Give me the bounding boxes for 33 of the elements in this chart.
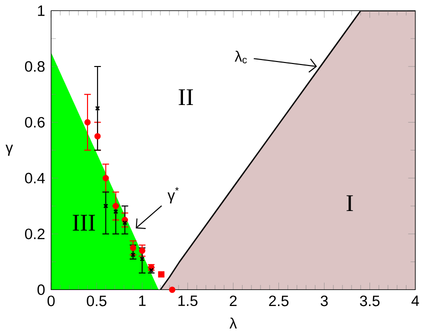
- x-tick-label: 0: [48, 296, 55, 306]
- point: [158, 271, 164, 278]
- x-tick-label: 2: [230, 296, 237, 306]
- y-tick-label: 0.6: [25, 116, 45, 128]
- annotation: λ$_{c}$: [234, 50, 247, 64]
- y-tick-label: 1: [38, 6, 45, 16]
- point: [113, 209, 118, 214]
- y-axis-title: γ: [6, 144, 13, 156]
- annotation: γ$^{*}$: [168, 187, 179, 204]
- x-tick-label: 4: [411, 296, 420, 306]
- point: [84, 119, 91, 126]
- x-tick-label: 2.5: [269, 296, 288, 306]
- point: [94, 133, 101, 140]
- point: [95, 106, 100, 111]
- y-tick-label: 0.4: [25, 172, 45, 184]
- x-tick-label: 3.5: [360, 296, 380, 306]
- x-axis-title: λ: [230, 318, 237, 328]
- annotation: II: [178, 89, 193, 106]
- y-tick-label: 0: [37, 284, 45, 296]
- x-tick-label: 0.5: [86, 296, 106, 306]
- point: [103, 204, 108, 208]
- y-tick-label: 0.2: [25, 228, 44, 240]
- x-tick-label: 1.5: [178, 296, 198, 306]
- point: [138, 248, 146, 254]
- point: [122, 220, 128, 226]
- point: [169, 286, 176, 293]
- annotation: I: [346, 195, 353, 212]
- x-tick-label: 3: [320, 296, 328, 306]
- point: [130, 244, 136, 252]
- point: [102, 174, 109, 182]
- y-tick-label: 0.8: [25, 61, 45, 72]
- annotation: III: [72, 214, 95, 231]
- x-tick-label: 1: [139, 296, 146, 306]
